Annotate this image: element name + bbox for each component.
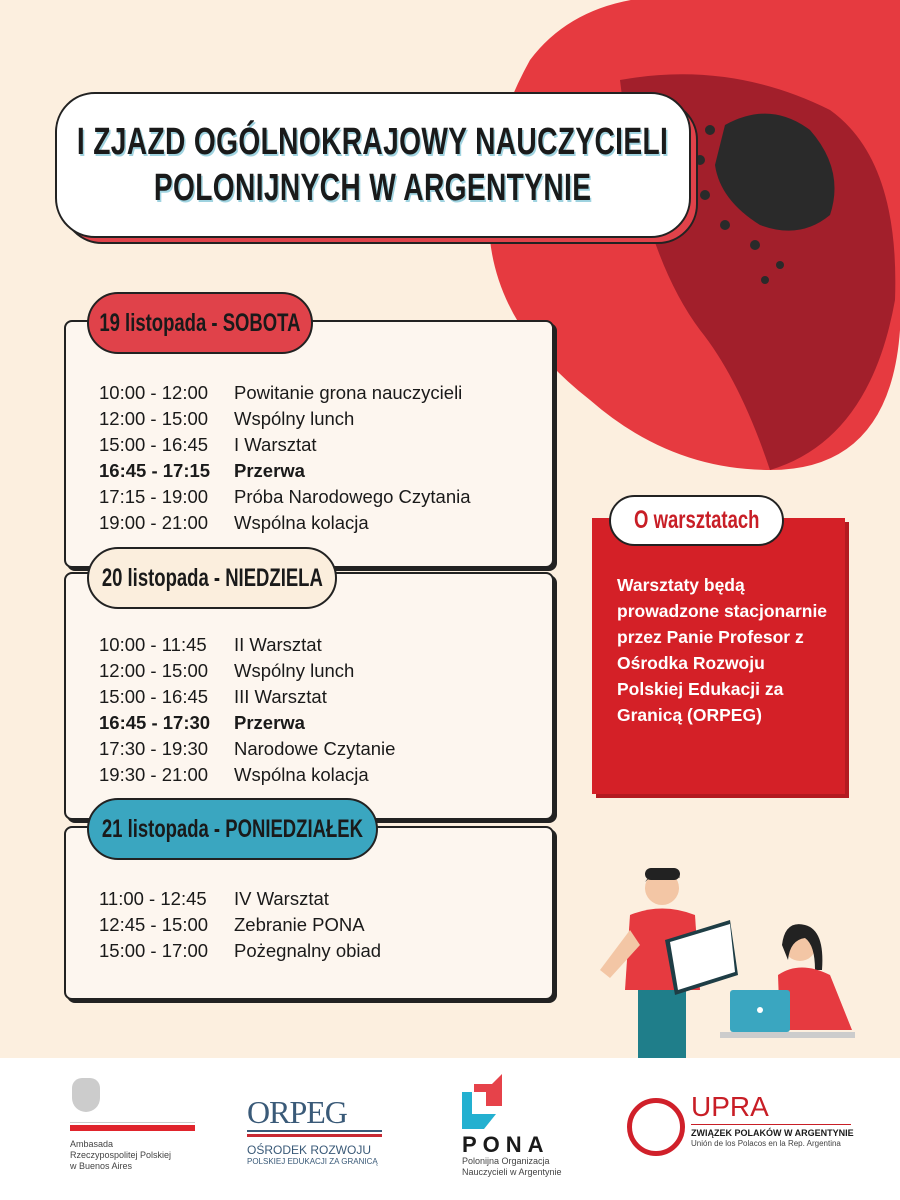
day-badge: 20 listopada - NIEDZIELA (87, 547, 337, 609)
schedule-time: 17:30 - 19:30 (99, 738, 209, 759)
schedule-activity: Pożegnalny obiad (234, 940, 382, 961)
pona-mark-icon (462, 1074, 502, 1129)
page-title-line-2: POLONIJNYCH W ARGENTYNIE (154, 167, 592, 209)
schedule-row: 16:45 - 17:15 Przerwa (99, 460, 305, 482)
pona-line-2: Nauczycieli w Argentynie (462, 1167, 562, 1177)
pona-logo: PONA Polonijna Organizacja Nauczycieli w… (462, 1074, 562, 1178)
schedule-activity: Przerwa (234, 460, 305, 481)
schedule-activity: Wspólny lunch (234, 408, 355, 429)
schedule-time: 19:00 - 21:00 (99, 512, 209, 533)
orpeg-line-2: POLSKIEJ EDUKACJI ZA GRANICĄ (247, 1157, 378, 1166)
schedule-activity: II Warsztat (234, 634, 322, 655)
day-card: 10:00 - 11:45 II Warsztat 12:00 - 15:00 Wsp… (64, 572, 554, 820)
info-heading-badge: O warsztatach (609, 495, 784, 546)
embassy-line-1: Ambasada (70, 1139, 114, 1149)
schedule-row: 17:30 - 19:30 Narodowe Czytanie (99, 738, 395, 760)
schedule-row: 12:00 - 15:00 Wspólny lunch (99, 660, 354, 682)
day-badge: 19 listopada - SOBOTA (87, 292, 313, 354)
info-box (592, 518, 845, 794)
schedule-time: 19:30 - 21:00 (99, 764, 209, 785)
footer-logos: Ambasada Rzeczypospolitej Polskiej w Bue… (0, 1058, 900, 1200)
schedule-time: 12:45 - 15:00 (99, 914, 209, 935)
schedule-row: 16:45 - 17:30 Przerwa (99, 712, 305, 734)
schedule-row: 15:00 - 17:00 Pożegnalny obiad (99, 940, 381, 962)
orpeg-name: ORPEG (247, 1094, 348, 1130)
schedule-time: 12:00 - 15:00 (99, 408, 209, 429)
day-label: 21 listopada - PONIEDZIAŁEK (101, 814, 364, 843)
day-label: 20 listopada - NIEDZIELA (101, 563, 323, 592)
schedule-time: 16:45 - 17:15 (99, 460, 211, 481)
schedule-row: 10:00 - 12:00 Powitanie grona nauczycieli (99, 382, 462, 404)
schedule-time: 11:00 - 12:45 (99, 888, 207, 909)
day-label: 19 listopada - SOBOTA (99, 308, 301, 337)
day-badge: 21 listopada - PONIEDZIAŁEK (87, 798, 378, 860)
embassy-logo: Ambasada Rzeczypospolitej Polskiej w Bue… (70, 1078, 195, 1172)
upra-name: UPRA (691, 1091, 769, 1122)
schedule-time: 17:15 - 19:00 (99, 486, 209, 507)
upra-emblem-icon (627, 1098, 685, 1156)
schedule-time: 15:00 - 16:45 (99, 434, 209, 455)
schedule-activity: Zebranie PONA (234, 914, 365, 935)
schedule-activity: Powitanie grona nauczycieli (234, 382, 463, 403)
schedule-row: 19:00 - 21:00 Wspólna kolacja (99, 512, 369, 534)
polish-eagle-icon (72, 1078, 100, 1112)
schedule-time: 10:00 - 11:45 (99, 634, 207, 655)
schedule-activity: I Warsztat (234, 434, 317, 455)
schedule-time: 15:00 - 17:00 (99, 940, 209, 961)
upra-line-2: Unión de los Polacos en la Rep. Argentin… (691, 1139, 841, 1148)
embassy-line-3: w Buenos Aires (70, 1161, 133, 1171)
schedule-time: 16:45 - 17:30 (99, 712, 211, 733)
schedule-activity: III Warsztat (234, 686, 327, 707)
info-text: Warsztaty będą prowadzone stacjonarnie p… (617, 575, 828, 725)
schedule-row: 15:00 - 16:45 III Warsztat (99, 686, 327, 708)
upra-line-1: ZWIĄZEK POLAKÓW W ARGENTYNIE (691, 1128, 854, 1138)
schedule-activity: Wspólna kolacja (234, 764, 369, 785)
schedule-time: 15:00 - 16:45 (99, 686, 209, 707)
pona-name: PONA (462, 1132, 550, 1157)
schedule-time: 10:00 - 12:00 (99, 382, 209, 403)
teachers-illustration (600, 868, 855, 1060)
schedule-activity: Próba Narodowego Czytania (234, 486, 471, 507)
schedule-row: 17:15 - 19:00 Próba Narodowego Czytania (99, 486, 471, 508)
schedule-row: 15:00 - 16:45 I Warsztat (99, 434, 317, 456)
schedule-activity: Przerwa (234, 712, 305, 733)
schedule-row: 12:45 - 15:00 Zebranie PONA (99, 914, 365, 936)
orpeg-line-1: OŚRODEK ROZWOJU (247, 1143, 372, 1157)
day-card: 10:00 - 12:00 Powitanie grona nauczycieli… (64, 320, 554, 568)
schedule-row: 19:30 - 21:00 Wspólna kolacja (99, 764, 369, 786)
pona-line-1: Polonijna Organizacja (462, 1156, 550, 1166)
schedule-time: 12:00 - 15:00 (99, 660, 209, 681)
schedule-row: 10:00 - 11:45 II Warsztat (99, 634, 322, 656)
embassy-line-2: Rzeczypospolitej Polskiej (70, 1150, 172, 1160)
page-title-line-1: I ZJAZD OGÓLNOKRAJOWY NAUCZYCIELI (77, 121, 669, 163)
info-heading: O warsztatach (633, 506, 760, 534)
title-box: I ZJAZD OGÓLNOKRAJOWY NAUCZYCIELI POLONI… (55, 92, 691, 238)
schedule-activity: Narodowe Czytanie (234, 738, 396, 759)
schedule-activity: Wspólny lunch (234, 660, 355, 681)
schedule-activity: IV Warsztat (234, 888, 329, 909)
schedule-row: 12:00 - 15:00 Wspólny lunch (99, 408, 354, 430)
schedule-activity: Wspólna kolacja (234, 512, 369, 533)
schedule-row: 11:00 - 12:45 IV Warsztat (99, 888, 329, 910)
orpeg-logo: ORPEG OŚRODEK ROZWOJU POLSKIEJ EDUKACJI … (247, 1096, 382, 1166)
